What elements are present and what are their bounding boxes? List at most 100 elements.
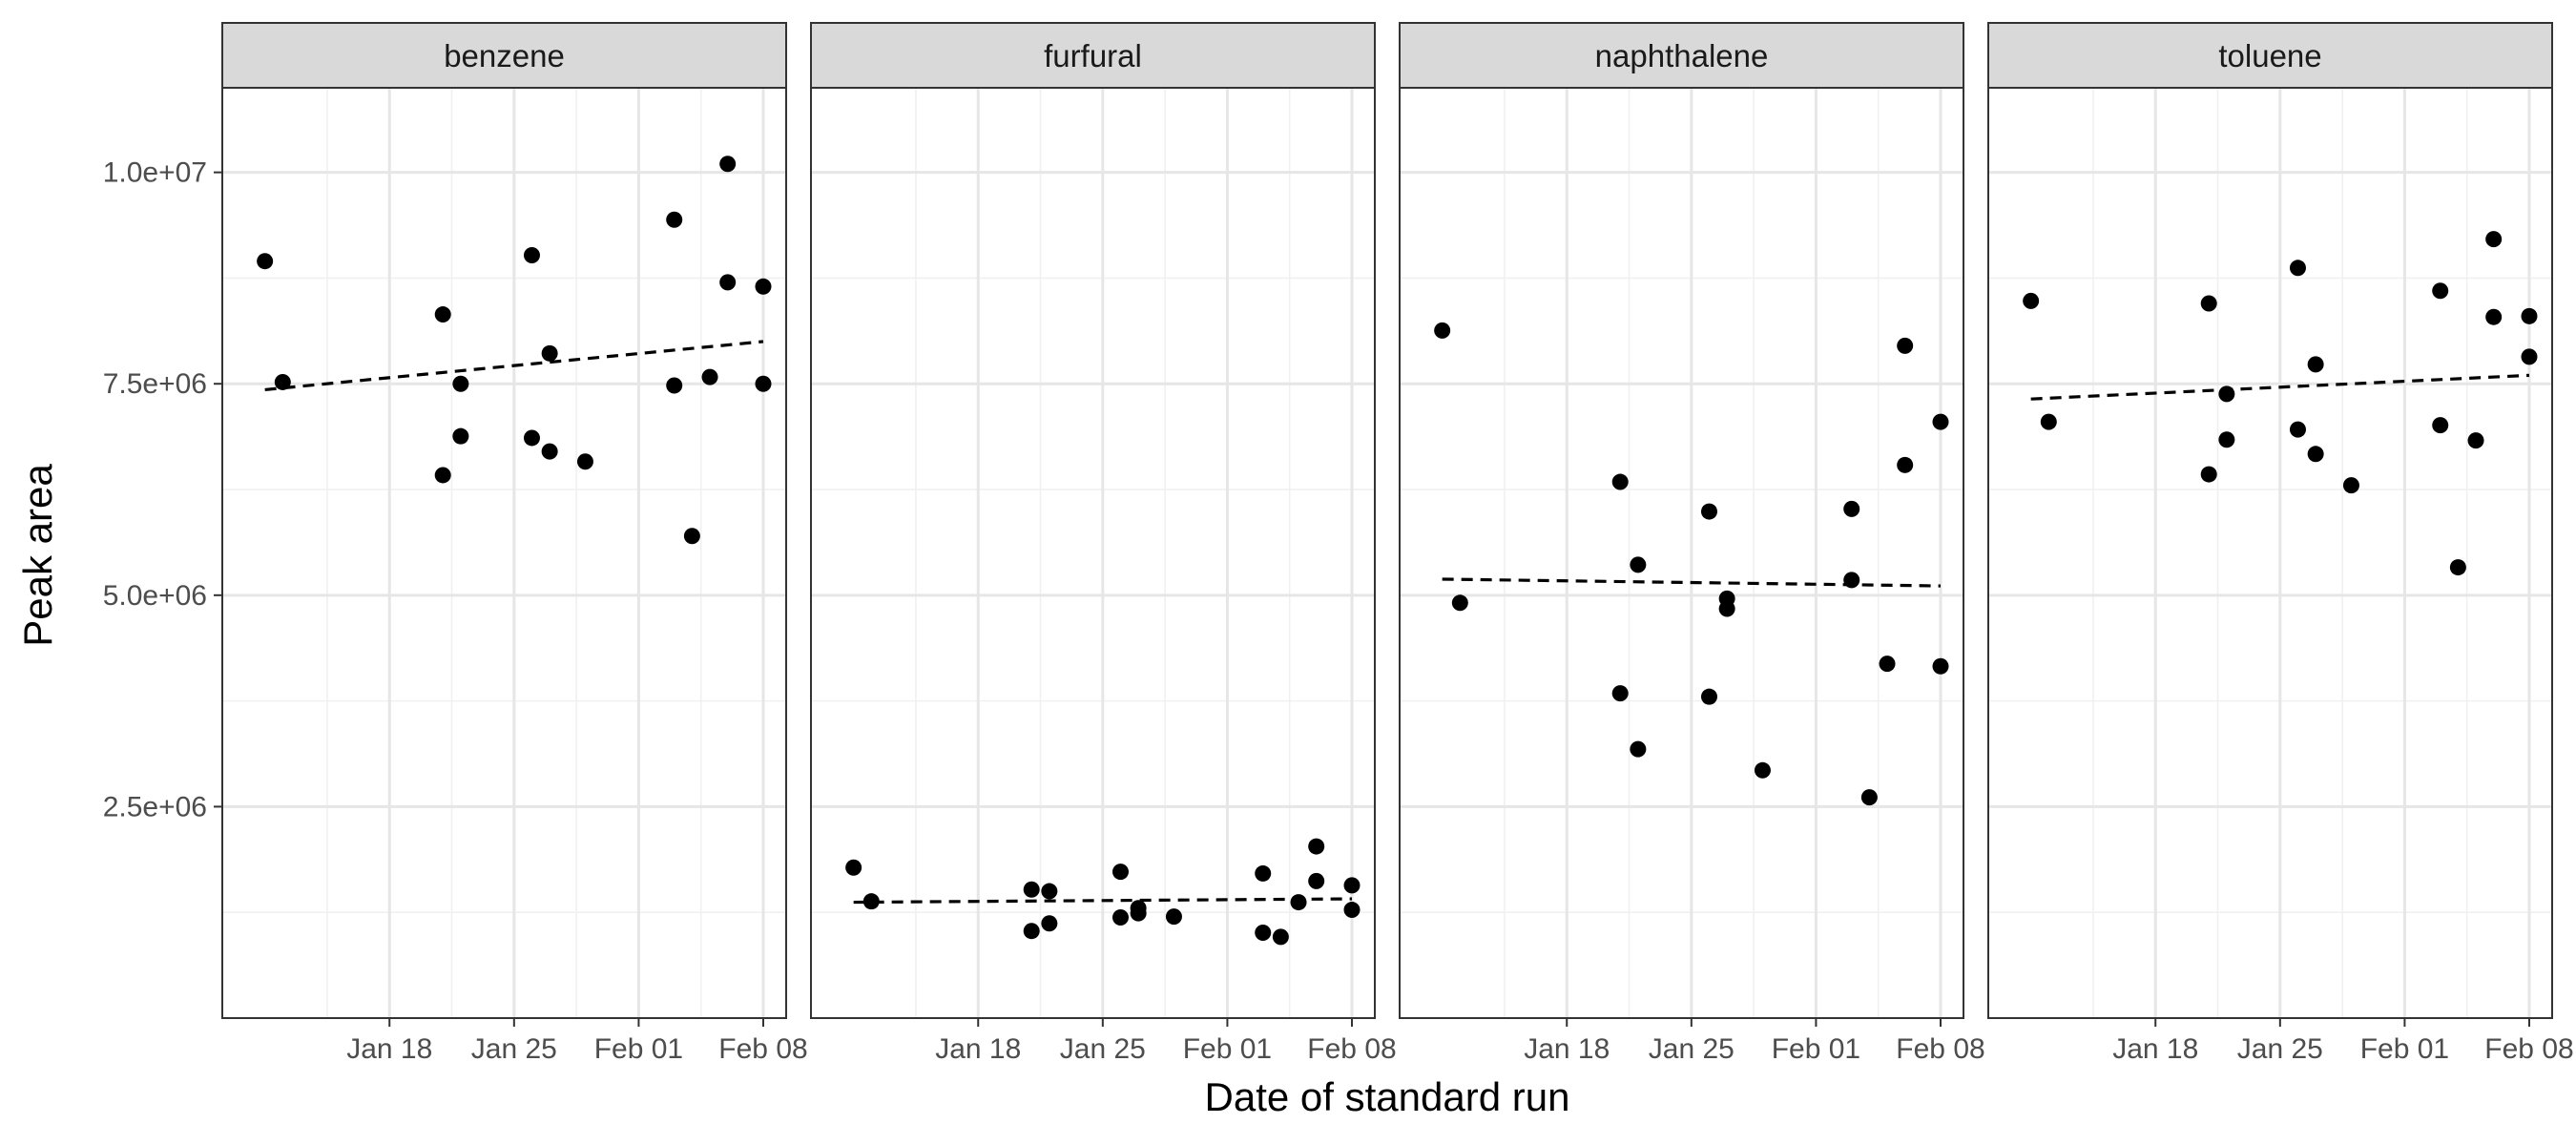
x-tick-label: Feb 01 (2360, 1033, 2449, 1065)
data-point (683, 528, 700, 545)
data-point (1611, 473, 1629, 490)
data-point (755, 375, 772, 392)
facet-strip-label: toluene (2218, 38, 2321, 73)
data-point (452, 427, 469, 445)
data-point (1700, 503, 1717, 520)
data-point (1718, 600, 1735, 617)
data-point (1255, 864, 1272, 882)
y-tick-label: 7.5e+06 (103, 368, 207, 400)
data-point (1451, 594, 1468, 612)
x-tick-label: Feb 08 (718, 1033, 807, 1065)
x-tick-label: Feb 08 (2484, 1033, 2573, 1065)
data-point (1023, 881, 1040, 898)
trend-line (264, 340, 764, 392)
data-point (1290, 894, 1307, 911)
data-point (434, 306, 451, 323)
data-point (2485, 308, 2503, 325)
data-point (2485, 231, 2503, 248)
trend-line (853, 897, 1353, 905)
x-tick-label: Jan 25 (1060, 1033, 1146, 1065)
x-tick-label: Jan 25 (2237, 1033, 2323, 1065)
y-tick-label: 5.0e+06 (103, 580, 207, 612)
data-point (719, 156, 737, 173)
data-point (1255, 924, 1272, 941)
data-point (666, 211, 683, 228)
facet-strip (810, 22, 1376, 89)
data-point (862, 893, 880, 910)
x-tick-label: Jan 18 (935, 1033, 1021, 1065)
facet-strip-label: furfural (1044, 38, 1142, 73)
data-point (1843, 572, 1860, 589)
data-point (2218, 385, 2235, 403)
data-point (2040, 413, 2057, 430)
data-point (1879, 656, 1896, 673)
data-point (1023, 923, 1040, 940)
data-point (523, 429, 540, 447)
data-point (1897, 456, 1914, 473)
x-tick-label: Feb 08 (1896, 1033, 1984, 1065)
x-tick-label: Jan 18 (346, 1033, 432, 1065)
data-point (719, 274, 737, 291)
facet-strip (1987, 22, 2553, 89)
data-point (2521, 348, 2538, 365)
data-point (2023, 292, 2040, 309)
data-point (541, 443, 558, 460)
facet-strip (1399, 22, 1964, 89)
data-point (1041, 883, 1058, 900)
data-point (1932, 657, 1949, 675)
data-point (1165, 908, 1182, 926)
x-tick-label: Jan 25 (1649, 1033, 1735, 1065)
data-point (434, 467, 451, 484)
facet-panel-furfural: furfural Jan 18 Jan 25 Feb 01 Feb 08 (810, 22, 1397, 1065)
facet-panels: benzene Jan 18 Jan 25 Feb 01 Feb 08 furfural J… (221, 22, 2574, 1065)
data-point (1843, 500, 1860, 517)
data-point (2521, 307, 2538, 324)
data-point (2307, 356, 2324, 373)
x-axis-title: Date of standard run (1205, 1074, 1570, 1119)
data-point (452, 375, 469, 392)
data-point (541, 344, 558, 362)
data-point (1630, 556, 1647, 573)
data-point (1111, 909, 1129, 926)
data-point (1343, 877, 1361, 894)
data-point (1700, 688, 1717, 705)
data-point (2289, 260, 2306, 277)
data-point (2218, 431, 2235, 448)
data-point (1308, 838, 1325, 855)
data-point (2342, 477, 2359, 494)
x-tick-label: Feb 08 (1307, 1033, 1396, 1065)
data-point (666, 377, 683, 394)
panel-background (222, 88, 786, 1018)
data-point (257, 253, 274, 270)
data-point (2449, 559, 2466, 576)
data-point (523, 247, 540, 263)
x-tick-label: Feb 01 (1183, 1033, 1272, 1065)
facet-panel-benzene: benzene Jan 18 Jan 25 Feb 01 Feb 08 (221, 22, 808, 1065)
data-point (1343, 902, 1361, 919)
y-axis-title: Peak area (15, 464, 60, 647)
data-point (2200, 466, 2217, 483)
facet-panel-naphthalene: naphthalene Jan 18 Jan 25 Feb 01 Feb 08 (1399, 22, 1985, 1065)
x-tick-label: Jan 25 (471, 1033, 557, 1065)
data-point (2289, 421, 2306, 438)
data-point (1932, 413, 1949, 430)
data-point (1754, 761, 1771, 779)
data-point (1111, 864, 1129, 881)
data-point (1041, 915, 1058, 932)
x-tick-label: Jan 18 (1524, 1033, 1610, 1065)
data-point (1897, 337, 1914, 354)
data-point (1611, 685, 1629, 702)
data-point (755, 278, 772, 295)
x-tick-label: Feb 01 (1772, 1033, 1860, 1065)
panel-background (1400, 88, 1963, 1018)
data-point (1860, 789, 1878, 806)
data-point (2432, 417, 2449, 434)
trend-line (1442, 577, 1942, 588)
data-point (845, 859, 862, 876)
data-point (1308, 872, 1325, 889)
x-tick-label: Feb 01 (594, 1033, 683, 1065)
facet-strip (221, 22, 787, 89)
data-point (576, 453, 593, 470)
y-tick-label: 1.0e+07 (103, 157, 207, 189)
data-point (1434, 322, 1451, 339)
